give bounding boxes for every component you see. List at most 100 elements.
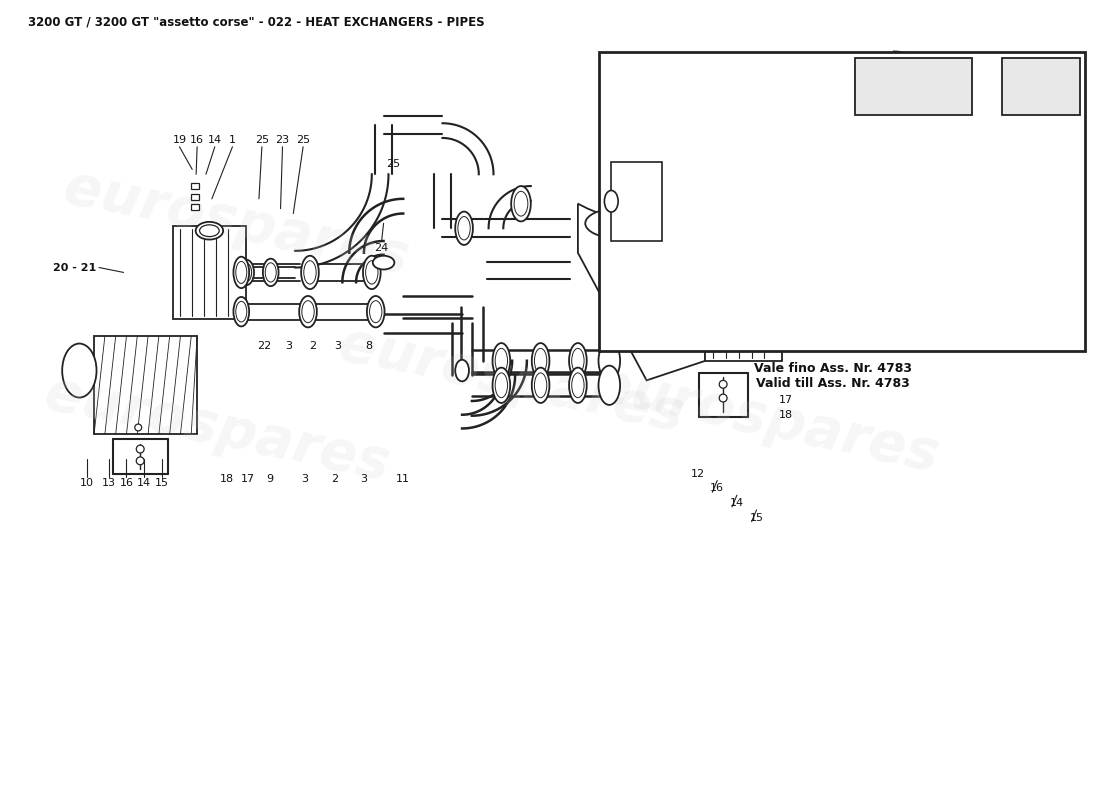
Ellipse shape bbox=[730, 258, 758, 276]
Ellipse shape bbox=[569, 343, 586, 378]
Text: 7: 7 bbox=[925, 147, 932, 157]
Bar bbox=[612, 162, 662, 241]
Ellipse shape bbox=[495, 348, 507, 373]
Bar bbox=[600, 52, 1086, 351]
Bar bbox=[191, 204, 199, 210]
Circle shape bbox=[719, 380, 727, 388]
Text: 6: 6 bbox=[778, 331, 784, 342]
Ellipse shape bbox=[304, 261, 316, 284]
Ellipse shape bbox=[531, 368, 549, 403]
Ellipse shape bbox=[373, 256, 395, 270]
Ellipse shape bbox=[363, 256, 381, 289]
Text: 23: 23 bbox=[275, 135, 289, 145]
Ellipse shape bbox=[299, 296, 317, 327]
Ellipse shape bbox=[734, 262, 754, 274]
Text: 3: 3 bbox=[334, 341, 341, 351]
Text: 17: 17 bbox=[779, 395, 793, 405]
Text: 25: 25 bbox=[296, 135, 310, 145]
Text: 4: 4 bbox=[682, 331, 690, 342]
Text: 11: 11 bbox=[396, 474, 410, 483]
Text: 3: 3 bbox=[285, 341, 292, 351]
Ellipse shape bbox=[706, 182, 717, 201]
Text: 16: 16 bbox=[190, 135, 205, 145]
Ellipse shape bbox=[1005, 185, 1018, 208]
Ellipse shape bbox=[455, 211, 473, 245]
Text: 25: 25 bbox=[657, 209, 670, 218]
Ellipse shape bbox=[265, 263, 276, 282]
Bar bbox=[705, 262, 782, 361]
Ellipse shape bbox=[370, 301, 382, 322]
Ellipse shape bbox=[199, 225, 219, 237]
Text: 14: 14 bbox=[138, 478, 151, 489]
Text: 25: 25 bbox=[607, 331, 621, 342]
Ellipse shape bbox=[968, 180, 987, 213]
Ellipse shape bbox=[971, 185, 983, 208]
Bar bbox=[191, 194, 199, 200]
Ellipse shape bbox=[531, 343, 549, 378]
Bar bbox=[191, 183, 199, 189]
Text: 15: 15 bbox=[155, 478, 168, 489]
Text: 25: 25 bbox=[751, 331, 766, 342]
Text: eurospares: eurospares bbox=[590, 357, 944, 482]
Ellipse shape bbox=[301, 301, 315, 322]
Text: 1: 1 bbox=[229, 135, 235, 145]
Text: 17: 17 bbox=[241, 474, 255, 483]
Text: 9: 9 bbox=[266, 474, 273, 483]
Text: Vale fino Ass. Nr. 4783: Vale fino Ass. Nr. 4783 bbox=[754, 362, 912, 375]
Text: 24: 24 bbox=[374, 243, 388, 253]
Bar bbox=[697, 245, 705, 251]
Text: 2: 2 bbox=[331, 474, 338, 483]
Text: eurospares: eurospares bbox=[334, 318, 689, 443]
Text: Valid till Ass. Nr. 4783: Valid till Ass. Nr. 4783 bbox=[756, 377, 910, 390]
Ellipse shape bbox=[241, 263, 252, 282]
Ellipse shape bbox=[263, 258, 278, 286]
Ellipse shape bbox=[668, 296, 685, 327]
Circle shape bbox=[136, 445, 144, 453]
Ellipse shape bbox=[669, 178, 685, 205]
Text: 12: 12 bbox=[691, 469, 705, 478]
Text: 25: 25 bbox=[653, 331, 668, 342]
Ellipse shape bbox=[892, 185, 905, 208]
Ellipse shape bbox=[239, 260, 254, 285]
Circle shape bbox=[136, 457, 144, 465]
Ellipse shape bbox=[697, 299, 713, 325]
Text: 10: 10 bbox=[80, 478, 95, 489]
Text: 25: 25 bbox=[944, 147, 958, 157]
Ellipse shape bbox=[367, 296, 385, 327]
Text: eurospares: eurospares bbox=[59, 161, 414, 286]
Text: 19: 19 bbox=[675, 209, 690, 218]
Ellipse shape bbox=[493, 368, 510, 403]
Circle shape bbox=[135, 424, 142, 431]
Ellipse shape bbox=[932, 185, 944, 208]
Ellipse shape bbox=[671, 182, 682, 201]
Text: 16: 16 bbox=[695, 209, 710, 218]
Ellipse shape bbox=[233, 297, 249, 326]
Bar bbox=[855, 58, 972, 115]
Ellipse shape bbox=[235, 262, 246, 283]
Text: 1: 1 bbox=[741, 209, 748, 218]
Bar bbox=[697, 234, 705, 240]
Bar bbox=[1002, 58, 1080, 115]
Ellipse shape bbox=[890, 180, 908, 213]
Text: 14: 14 bbox=[208, 135, 222, 145]
Text: 14: 14 bbox=[729, 498, 744, 508]
Ellipse shape bbox=[572, 348, 584, 373]
Text: 15: 15 bbox=[749, 513, 763, 522]
Text: 25: 25 bbox=[702, 331, 716, 342]
Ellipse shape bbox=[670, 301, 682, 322]
Ellipse shape bbox=[704, 178, 719, 205]
Bar bbox=[697, 256, 705, 262]
Ellipse shape bbox=[365, 261, 378, 284]
Text: 14: 14 bbox=[715, 209, 729, 218]
Text: 18: 18 bbox=[220, 474, 233, 483]
Text: 3: 3 bbox=[301, 474, 309, 483]
Circle shape bbox=[719, 394, 727, 402]
Ellipse shape bbox=[514, 191, 528, 216]
Ellipse shape bbox=[301, 256, 319, 289]
Ellipse shape bbox=[196, 222, 223, 239]
Ellipse shape bbox=[495, 373, 507, 398]
Ellipse shape bbox=[512, 186, 531, 222]
Ellipse shape bbox=[598, 341, 620, 380]
Text: 25: 25 bbox=[386, 159, 400, 170]
Bar bbox=[95, 336, 197, 434]
